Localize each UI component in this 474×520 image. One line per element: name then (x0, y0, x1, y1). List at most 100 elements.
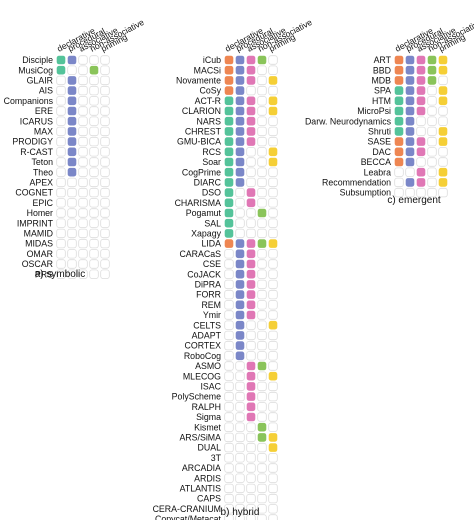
matrix-row: Leabra (364, 167, 448, 177)
memory-cell-empty (268, 493, 278, 504)
memory-cell-filled (67, 86, 77, 95)
matrix-row: CLARION (182, 106, 278, 116)
architecture-label: BBD (373, 65, 391, 75)
memory-cell-empty (224, 422, 234, 432)
memory-cell-empty (100, 259, 110, 269)
memory-cell-filled (416, 65, 426, 75)
memory-cell-filled (224, 65, 234, 75)
memory-cell-filled (394, 137, 404, 146)
memory-cell-filled (56, 65, 66, 75)
matrix-row: ACT-R (195, 96, 278, 106)
memory-cell-empty (224, 289, 234, 300)
architecture-label: Sigma (196, 412, 221, 422)
memory-cell-empty (235, 422, 245, 432)
memory-cell-empty (257, 310, 267, 320)
memory-cell-filled (405, 55, 415, 65)
matrix-row: Theo (33, 167, 110, 177)
memory-cell-filled (416, 178, 426, 187)
memory-cell-filled (394, 86, 404, 95)
matrix-row: MIDAS (25, 238, 110, 249)
memory-cell-filled (416, 96, 426, 106)
memory-cell-filled (405, 116, 415, 126)
memory-cell-empty (257, 300, 267, 310)
matrix-row: LIDA (201, 239, 278, 249)
memory-cell-empty (100, 167, 110, 177)
matrix-row: ERE (35, 106, 110, 116)
memory-cell-empty (78, 198, 88, 208)
memory-cell-empty (246, 330, 256, 341)
memory-cell-filled (246, 96, 256, 106)
memory-cell-filled (246, 137, 256, 146)
memory-cell-empty (268, 330, 278, 341)
memory-cell-empty (56, 85, 66, 96)
architecture-label: Leabra (364, 167, 391, 177)
memory-cell-empty (56, 106, 66, 116)
memory-cell-filled (416, 167, 426, 177)
memory-cell-empty (56, 269, 66, 279)
memory-cell-empty (257, 167, 267, 177)
memory-cell-empty (427, 116, 437, 126)
architecture-label: CHREST (185, 127, 222, 137)
matrix-row: CERA-CRANIUM (153, 504, 278, 514)
architecture-label: PolyScheme (172, 392, 221, 402)
memory-cell-empty (246, 432, 256, 443)
panel-caption: b) hybrid (221, 507, 260, 518)
memory-cell-empty (268, 453, 278, 463)
matrix-row: ARCADIA (182, 463, 278, 473)
memory-cell-filled (246, 280, 256, 289)
memory-cell-empty (56, 238, 66, 249)
matrix-row: APEX (30, 178, 110, 188)
memory-cell-empty (235, 432, 245, 443)
memory-cell-empty (268, 228, 278, 239)
memory-cell-empty (268, 402, 278, 412)
memory-cell-empty (100, 75, 110, 86)
matrix-row: REM (201, 300, 278, 310)
matrix-row: PRS (35, 269, 110, 279)
memory-cell-empty (56, 218, 66, 228)
memory-cell-filled (427, 65, 437, 75)
memory-cell-filled (257, 433, 267, 442)
memory-cell-empty (257, 381, 267, 392)
memory-cell-empty (224, 483, 234, 494)
memory-cell-empty (100, 106, 110, 116)
memory-cell-filled (235, 167, 245, 177)
architecture-label: CERA-CRANIUM (153, 504, 221, 514)
architecture-label: HTM (372, 96, 391, 106)
memory-cell-empty (268, 361, 278, 371)
memory-cell-empty (100, 198, 110, 208)
matrix-row: CELTS (193, 320, 278, 330)
memory-cell-empty (224, 249, 234, 259)
memory-cell-empty (89, 116, 99, 126)
memory-cell-empty (224, 493, 234, 504)
memory-cell-empty (257, 463, 267, 473)
memory-cell-empty (268, 289, 278, 300)
architecture-label: COGNET (15, 188, 53, 198)
memory-cell-filled (235, 116, 245, 126)
memory-cell-empty (235, 504, 245, 514)
matrix-row: Subsumption (340, 188, 448, 198)
architecture-label: RCS (202, 147, 221, 157)
matrix-row: ATLANTIS (180, 484, 278, 494)
memory-cell-empty (268, 177, 278, 188)
memory-cell-filled (235, 280, 245, 289)
memory-cell-filled (416, 86, 426, 95)
memory-cell-empty (235, 442, 245, 453)
architecture-label: Homer (27, 208, 53, 218)
memory-cell-filled (257, 361, 267, 371)
memory-cell-filled (235, 331, 245, 340)
architecture-label: ARS/SiMA (179, 433, 221, 443)
matrix-row: Shruti (368, 127, 448, 137)
memory-cell-empty (224, 310, 234, 320)
memory-cell-empty (257, 96, 267, 106)
memory-cell-empty (257, 340, 267, 351)
memory-cell-filled (224, 147, 234, 157)
memory-cell-empty (268, 249, 278, 259)
memory-cell-filled (235, 127, 245, 136)
memory-cell-empty (257, 473, 267, 483)
matrix-row: Novamente (176, 76, 278, 86)
memory-cell-filled (67, 127, 77, 136)
architecture-label: MAX (34, 127, 53, 137)
memory-cell-empty (257, 249, 267, 259)
memory-cell-filled (405, 86, 415, 95)
memory-cell-filled (224, 127, 234, 136)
